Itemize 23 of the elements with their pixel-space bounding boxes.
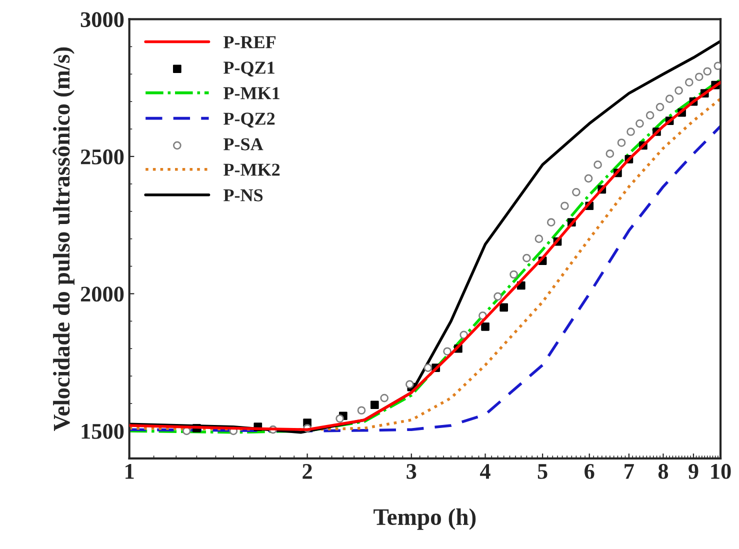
x-tick-label: 2 <box>302 464 312 479</box>
x-tick-label: 4 <box>480 464 490 479</box>
y-axis-title: Velocidade do pulso ultrassônico (m/s) <box>52 47 74 431</box>
x-tick-label: 10 <box>711 464 731 479</box>
legend-label: P-REF <box>224 36 276 48</box>
y-tick-label: 3000 <box>80 12 124 28</box>
x-tick-label: 1 <box>126 464 134 479</box>
x-tick-label: 3 <box>406 464 416 479</box>
y-tick-label: 1500 <box>82 424 124 439</box>
legend-label: P-MK2 <box>224 164 280 176</box>
x-tick-label: 5 <box>538 464 548 479</box>
y-tick-label: 2000 <box>80 286 124 302</box>
legend-label: P-SA <box>224 138 264 150</box>
x-tick-label: 9 <box>688 464 698 479</box>
x-tick-label: 7 <box>624 464 634 479</box>
y-tick-label: 2500 <box>80 149 124 164</box>
legend-label: P-QZ2 <box>224 112 275 128</box>
x-tick-label: 6 <box>584 464 594 479</box>
legend-label: P-MK1 <box>224 87 280 100</box>
legend-label: P-NS <box>224 189 263 202</box>
x-tick-label: 8 <box>658 464 668 479</box>
x-axis-title: Tempo (h) <box>374 508 476 530</box>
legend-label: P-QZ1 <box>224 62 274 77</box>
